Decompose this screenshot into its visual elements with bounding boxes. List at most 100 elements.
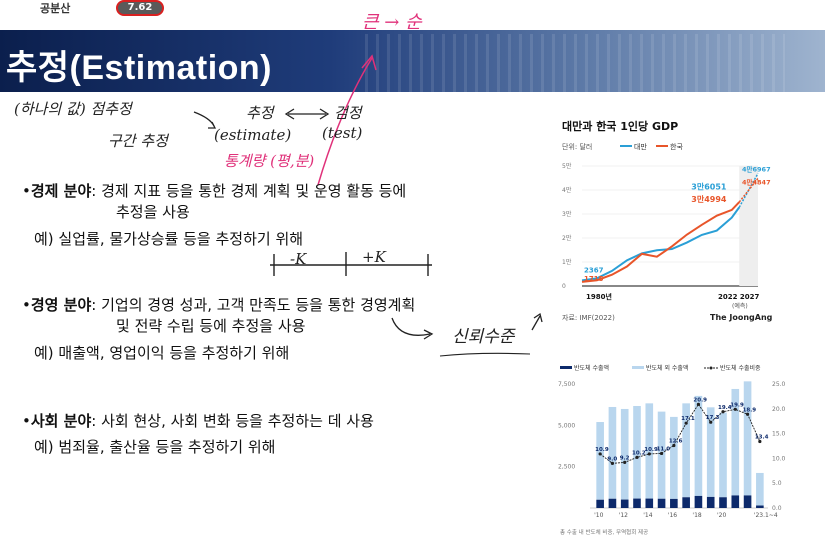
- export-left-tick: 5,000: [558, 422, 575, 429]
- export-share-label: 10.9: [644, 447, 658, 453]
- export-right-tick: 25.0: [772, 381, 786, 388]
- export-bar-semi: [694, 495, 703, 508]
- bullet-economy: •경제 분야: 경제 지표 등을 통한 경제 계획 및 운영 활동 등에: [22, 182, 407, 200]
- gdp-x-end-sub: (예측): [732, 302, 748, 310]
- export-share-label: 19.9: [730, 402, 744, 408]
- export-chart: 반도체 수출액 반도체 외 수출액 반도체 수출비중 7,500 5,000 2,5…: [554, 362, 798, 542]
- export-share-point: [672, 443, 676, 448]
- export-bar-other: [670, 416, 678, 499]
- previous-topic-label: 공분산: [40, 2, 71, 15]
- export-bar-semi: [670, 498, 678, 508]
- legend-share-label: 반도체 수출비중: [720, 364, 761, 372]
- gdp-y-tick: 2만: [562, 234, 572, 242]
- export-share-point: [635, 455, 639, 460]
- export-bar-semi: [731, 495, 740, 508]
- export-share-label: 19.4: [718, 405, 732, 411]
- export-share-label: 12.6: [669, 439, 683, 445]
- export-x-tick: '14: [643, 512, 652, 519]
- legend-other-label: 반도체 외 수출액: [646, 364, 688, 372]
- export-bar-semi: [657, 498, 666, 508]
- export-share-point: [721, 410, 725, 414]
- export-share-label: 11.0: [657, 446, 671, 452]
- gdp-line-korea: [581, 201, 741, 283]
- slide-title: 추정(Estimation): [6, 49, 273, 87]
- export-right-tick: 5.0: [772, 480, 782, 487]
- export-x-tick: '20: [717, 512, 726, 519]
- note-interval-estimate: 구간 추정: [108, 132, 168, 150]
- bullet-society-text: : 사회 현상, 사회 변화 등을 추정하는 데 사용: [91, 412, 374, 430]
- export-share-point: [696, 402, 701, 406]
- note-test-en: (test): [322, 124, 363, 142]
- export-right-tick: 0.0: [772, 505, 782, 512]
- export-x-tick: '10: [594, 512, 603, 519]
- gdp-y-tick: 1만: [562, 258, 572, 266]
- gdp-label-korea-1980: 1715: [584, 275, 604, 283]
- gdp-x-start: 1980년: [586, 292, 612, 301]
- export-share-line: [599, 403, 761, 464]
- export-bar-other: [706, 407, 715, 497]
- export-bar-semi: [756, 505, 764, 508]
- export-share-point: [733, 407, 737, 411]
- gdp-chart-svg: 대만과 한국 1인당 GDP 단위: 달러 대만 한국 5만4만3만2만1만0 …: [562, 119, 773, 322]
- export-bar-semi: [633, 498, 641, 508]
- export-bar-other: [608, 406, 617, 499]
- export-bar-other: [620, 408, 629, 500]
- export-x-tick: '18: [692, 512, 701, 519]
- gdp-source: 자료: IMF(2022): [562, 313, 615, 322]
- export-share-point: [745, 412, 750, 416]
- export-bar-semi: [682, 497, 690, 508]
- gdp-unit-label: 단위: 달러: [562, 142, 592, 151]
- bullet-society-example: 예) 범죄율, 출산율 등을 추정하기 위해: [34, 438, 276, 456]
- title-banner: [0, 30, 825, 92]
- gdp-chart: 대만과 한국 1인당 GDP 단위: 달러 대만 한국 5만 4만 3만 2만 1만 0 …: [558, 116, 778, 326]
- legend-semi-label: 반도체 수출액: [574, 364, 609, 372]
- export-bar-other: [657, 411, 666, 499]
- top-strip: 공분산 7.62: [0, 0, 825, 16]
- export-share-label: 20.9: [693, 397, 707, 403]
- note-minus-k: -K: [290, 250, 307, 268]
- export-bar-semi: [608, 498, 617, 508]
- gdp-chart-title: 대만과 한국 1인당 GDP: [562, 119, 678, 133]
- export-bar-other: [633, 405, 641, 499]
- export-bar-semi: [596, 499, 604, 508]
- export-share-point: [647, 452, 651, 456]
- export-share-point: [623, 460, 627, 464]
- gdp-x-end: 2022 2027: [718, 293, 760, 301]
- export-bar-other: [596, 422, 604, 500]
- note-plus-k: +K: [362, 248, 386, 266]
- export-share-label: 10.2: [632, 450, 646, 456]
- export-left-tick: 2,500: [558, 464, 575, 471]
- bullet-economy-field: 경제 분야: [30, 182, 92, 200]
- bullet-economy-text: : 경제 지표 등을 통한 경제 계획 및 운영 활동 등에: [91, 182, 407, 200]
- export-share-label: 17.3: [706, 415, 720, 421]
- bullet-business-text: : 기업의 경영 성과, 고객 만족도 등을 통한 경영계획: [91, 296, 416, 314]
- export-bar-other: [743, 381, 752, 496]
- bullet-business-field: 경영 분야: [30, 296, 92, 314]
- note-statistic: 통계량 (평,분): [224, 152, 315, 170]
- bullet-economy-cont: 추정을 사용: [116, 203, 190, 221]
- export-share-point: [659, 451, 664, 456]
- export-share-point: [610, 461, 615, 465]
- export-bar-other: [719, 412, 727, 498]
- export-share-label: 17.1: [681, 416, 695, 422]
- legend-semi-swatch: [560, 366, 572, 369]
- legend-taiwan-label: 대만: [634, 142, 647, 151]
- gdp-label-taiwan-1980: 2367: [584, 266, 604, 274]
- bullet-society-field: 사회 분야: [30, 412, 92, 430]
- export-bar-semi: [743, 495, 752, 508]
- export-share-label: 9.0: [607, 456, 617, 462]
- scribble-top: 큰 → 순: [362, 12, 422, 33]
- gdp-line-taiwan: [581, 206, 741, 282]
- legend-other-swatch: [632, 366, 644, 369]
- export-x-tick: '16: [668, 512, 677, 519]
- bullet-business-cont: 및 전략 수립 등에 추정을 사용: [116, 317, 306, 335]
- export-share-point: [758, 439, 762, 444]
- export-share-label: 18.9: [743, 407, 757, 413]
- gdp-line-korea-forecast: [738, 177, 759, 203]
- score-badge: 7.62: [116, 0, 164, 16]
- export-bar-semi: [620, 499, 629, 508]
- legend-korea-label: 한국: [670, 143, 683, 151]
- banner-texture: [365, 34, 785, 92]
- note-estimate-en: (estimate): [214, 126, 292, 144]
- export-bar-other: [645, 403, 654, 499]
